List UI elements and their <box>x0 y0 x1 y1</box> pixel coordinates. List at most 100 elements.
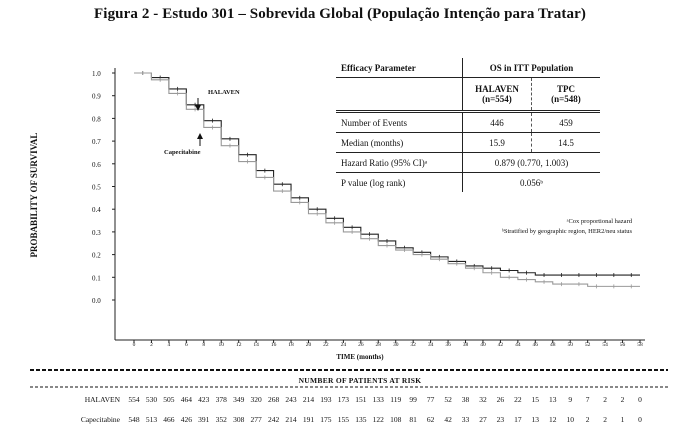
risk-value: 320 <box>250 395 262 404</box>
risk-value: 423 <box>198 395 210 404</box>
risk-value: 135 <box>355 415 367 424</box>
risk-value: 22 <box>514 395 522 404</box>
row-p-value: P value (log rank) 0.056ᵇ <box>336 172 600 192</box>
annotation-layer: HALAVEN Capecitabine <box>164 89 240 156</box>
risk-value: 0 <box>638 415 642 424</box>
x-tick-label: 24 <box>341 342 347 348</box>
annotation-arrowhead-capecitabine <box>197 133 203 139</box>
efficacy-table: Efficacy Parameter OS in ITT Population … <box>336 58 600 192</box>
risk-value: 2 <box>603 395 607 404</box>
efficacy-table-subheader: HALAVEN (n=554) TPC (n=548) <box>336 77 600 112</box>
y-axis-label: PROBABILITY OF SURVIVAL <box>29 132 39 258</box>
annotation-halaven: HALAVEN <box>208 89 240 96</box>
risk-value: 191 <box>302 415 315 424</box>
row-number-of-events: Number of Events 446 459 <box>336 110 600 133</box>
risk-table-title: NUMBER OF PATIENTS AT RISK <box>298 376 422 385</box>
risk-value: 214 <box>285 415 297 424</box>
risk-value: 42 <box>444 415 452 424</box>
param-label: Median (months) <box>336 132 463 153</box>
row-hazard-ratio: Hazard Ratio (95% CI)ᵃ 0.879 (0.770, 1.0… <box>336 152 600 173</box>
footnote-stratified: ᵇStratified by geographic region, HER2/n… <box>501 228 632 235</box>
x-tick-label: 0 <box>133 342 136 348</box>
risk-value: 214 <box>302 395 315 404</box>
value-halaven: 15.9 <box>462 132 532 153</box>
y-tick-label: 0.3 <box>92 229 101 237</box>
risk-value: 13 <box>531 415 540 424</box>
risk-value: 378 <box>215 395 227 404</box>
x-tick-label: 42 <box>498 342 504 348</box>
y-tick-label: 0.9 <box>92 93 101 101</box>
risk-value: 155 <box>337 415 349 424</box>
risk-value: 277 <box>250 415 262 424</box>
risk-value: 27 <box>479 415 487 424</box>
value-tpc: 14.5 <box>531 132 600 153</box>
risk-value: 2 <box>603 415 607 424</box>
subheader-tpc: TPC (n=548) <box>531 77 600 112</box>
value-merged: 0.056ᵇ <box>462 172 600 192</box>
y-tick-label: 0.0 <box>92 297 101 305</box>
header-efficacy-parameter: Efficacy Parameter <box>336 58 463 78</box>
figure-title: Figura 2 - Estudo 301 – Sobrevida Global… <box>94 6 586 22</box>
risk-value: 513 <box>145 415 158 424</box>
param-label: Hazard Ratio (95% CI)ᵃ <box>336 152 463 173</box>
risk-value: 242 <box>267 415 280 424</box>
risk-value: 10 <box>566 415 574 424</box>
risk-value: 554 <box>128 395 140 404</box>
risk-value: 391 <box>198 415 210 424</box>
x-tick-label: 56 <box>620 342 626 348</box>
x-tick-label: 22 <box>323 342 329 348</box>
risk-value: 9 <box>568 395 573 404</box>
x-tick-label: 6 <box>185 342 188 348</box>
x-tick-label: 46 <box>533 342 539 348</box>
risk-value: 530 <box>145 395 158 404</box>
risk-value: 17 <box>514 415 522 424</box>
series-layer <box>134 71 640 289</box>
risk-value: 426 <box>180 415 192 424</box>
x-tick-label: 58 <box>637 342 643 348</box>
risk-value: 99 <box>409 395 417 404</box>
risk-value: 62 <box>426 415 435 424</box>
y-tick-label: 0.1 <box>92 274 101 282</box>
x-tick-label: 54 <box>602 342 608 348</box>
risk-value: 308 <box>233 415 245 424</box>
risk-value: 349 <box>233 395 245 404</box>
risk-value: 548 <box>128 415 140 424</box>
risk-value: 352 <box>215 415 227 424</box>
x-tick-label: 52 <box>585 342 591 348</box>
header-os-itt: OS in ITT Population <box>489 62 574 73</box>
x-axis-label: TIME (months) <box>336 353 384 361</box>
risk-value: 33 <box>461 415 470 424</box>
risk-value: 23 <box>496 415 505 424</box>
annotation-arrowhead-halaven <box>195 105 201 111</box>
risk-value: 0 <box>638 395 642 404</box>
x-tick-label: 32 <box>410 342 416 348</box>
risk-value: 122 <box>372 415 384 424</box>
risk-value: 466 <box>163 415 175 424</box>
value-merged: 0.879 (0.770, 1.003) <box>462 152 600 173</box>
x-tick-label: 28 <box>376 342 382 348</box>
x-tick-label: 10 <box>218 342 224 348</box>
x-tick-label: 20 <box>306 342 312 348</box>
x-tick-label: 12 <box>236 342 242 348</box>
y-tick-label: 1.0 <box>92 70 101 78</box>
y-tick-label: 0.8 <box>92 115 101 123</box>
x-tick-label: 34 <box>428 342 434 348</box>
x-tick-label: 38 <box>463 342 469 348</box>
x-tick-label: 16 <box>271 342 277 348</box>
risk-value: 268 <box>267 395 280 404</box>
footnote-cox: ᵃCox proportional hazard <box>566 218 632 225</box>
risk-value: 15 <box>531 395 540 404</box>
risk-value: 26 <box>496 395 505 404</box>
risk-value: 52 <box>444 395 452 404</box>
y-tick-label: 0.5 <box>92 184 101 192</box>
risk-value: 108 <box>390 415 402 424</box>
risk-value: 464 <box>180 395 192 404</box>
x-tick-label: 18 <box>288 342 294 348</box>
risk-row-label-capecitabine: Capecitabine <box>80 415 120 424</box>
risk-value: 175 <box>320 415 332 424</box>
risk-value: 12 <box>549 415 557 424</box>
x-tick-label: 14 <box>253 342 259 348</box>
efficacy-table-header: Efficacy Parameter OS in ITT Population <box>336 58 600 78</box>
x-tick-label: 2 <box>150 342 153 348</box>
